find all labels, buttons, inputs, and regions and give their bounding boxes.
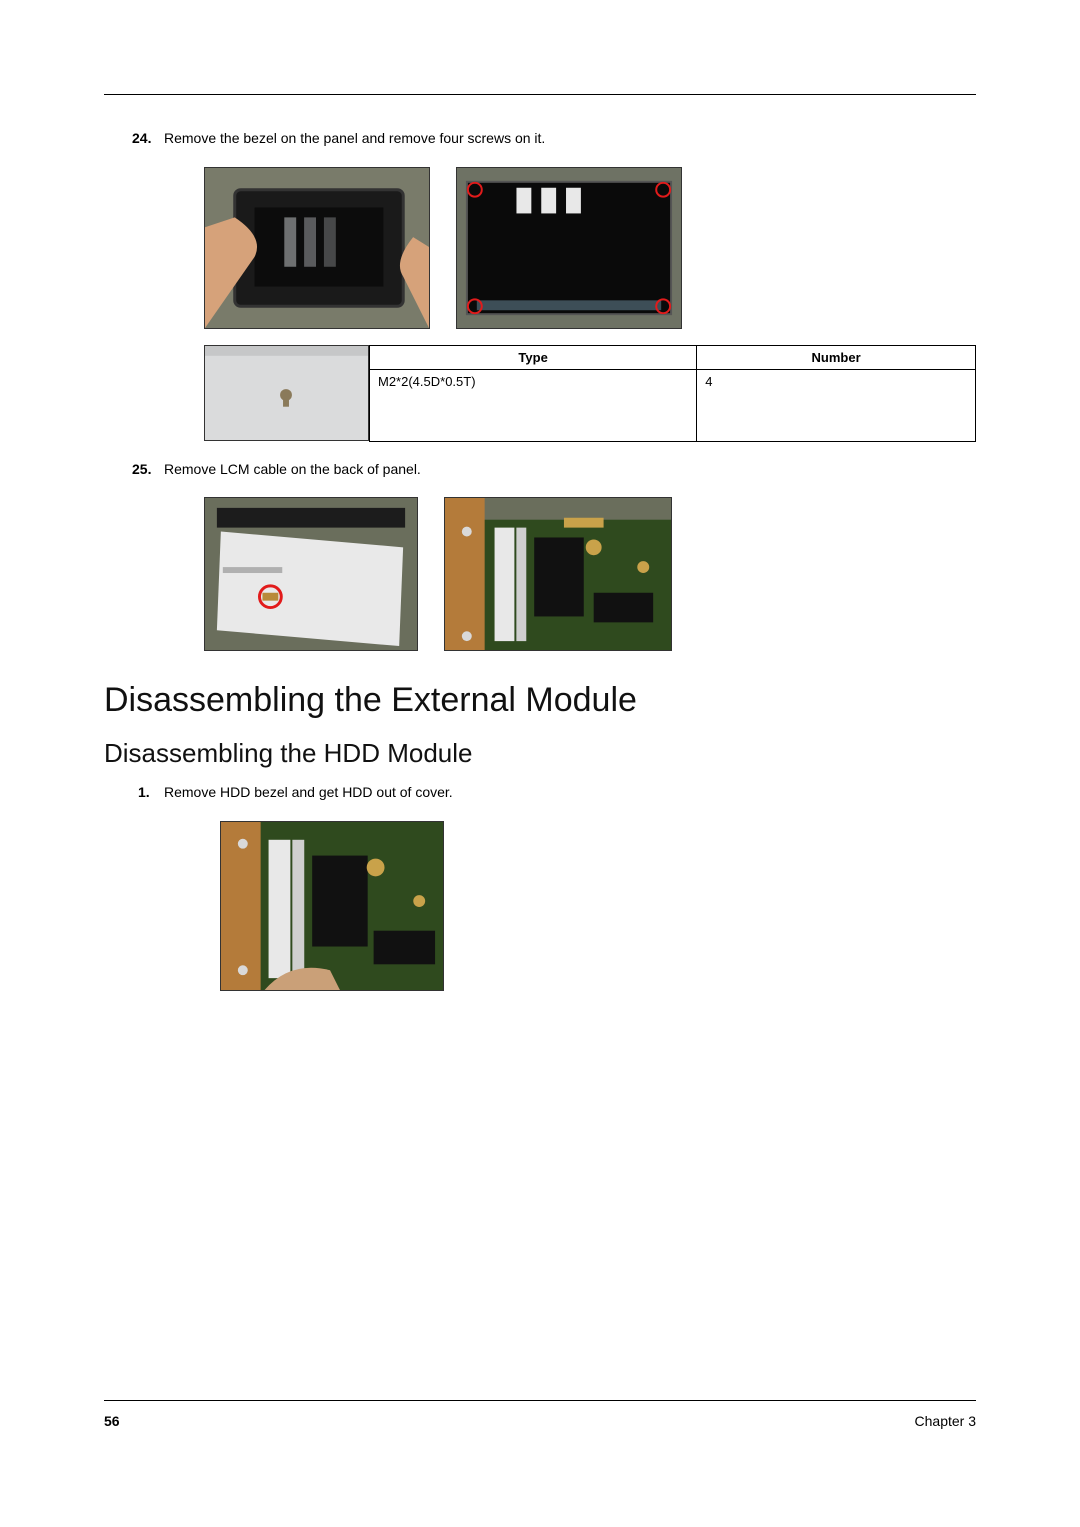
- step-25-text: Remove LCM cable on the back of panel.: [164, 461, 421, 477]
- spec-th-number: Number: [697, 345, 976, 369]
- hdd-step-1-text: Remove HDD bezel and get HDD out of cove…: [164, 784, 453, 800]
- spec-table: Type Number M2*2(4.5D*0.5T) 4: [369, 345, 976, 442]
- footer-page-number: 56: [104, 1413, 120, 1429]
- hdd-step-1: 1. Remove HDD bezel and get HDD out of c…: [104, 783, 976, 803]
- heading-hdd-module: Disassembling the HDD Module: [104, 738, 976, 769]
- heading-external-module: Disassembling the External Module: [104, 681, 976, 720]
- photo-bezel-remove: [204, 167, 430, 329]
- photo-panel-screws: [456, 167, 682, 329]
- hdd-step-1-images: [220, 821, 976, 991]
- photo-board: [444, 497, 672, 651]
- top-rule: [104, 94, 976, 95]
- step-24-images: [204, 167, 976, 329]
- spec-th-type: Type: [370, 345, 697, 369]
- photo-hdd: [220, 821, 444, 991]
- step-24-number: 24.: [132, 129, 151, 149]
- photo-screw-closeup: [204, 345, 369, 441]
- footer-rule: [104, 1400, 976, 1401]
- step-25-images: [204, 497, 976, 651]
- spec-td-number: 4: [697, 369, 976, 441]
- page-footer: 56 Chapter 3: [104, 1400, 976, 1429]
- hdd-step-1-number: 1.: [138, 783, 150, 803]
- spec-row: Type Number M2*2(4.5D*0.5T) 4: [204, 345, 976, 442]
- step-25: 25. Remove LCM cable on the back of pane…: [104, 460, 976, 480]
- step-24-text: Remove the bezel on the panel and remove…: [164, 130, 545, 146]
- step-25-number: 25.: [132, 460, 151, 480]
- spec-td-type: M2*2(4.5D*0.5T): [370, 369, 697, 441]
- footer-chapter: Chapter 3: [915, 1413, 976, 1429]
- step-24: 24. Remove the bezel on the panel and re…: [104, 129, 976, 149]
- photo-lcm-back: [204, 497, 418, 651]
